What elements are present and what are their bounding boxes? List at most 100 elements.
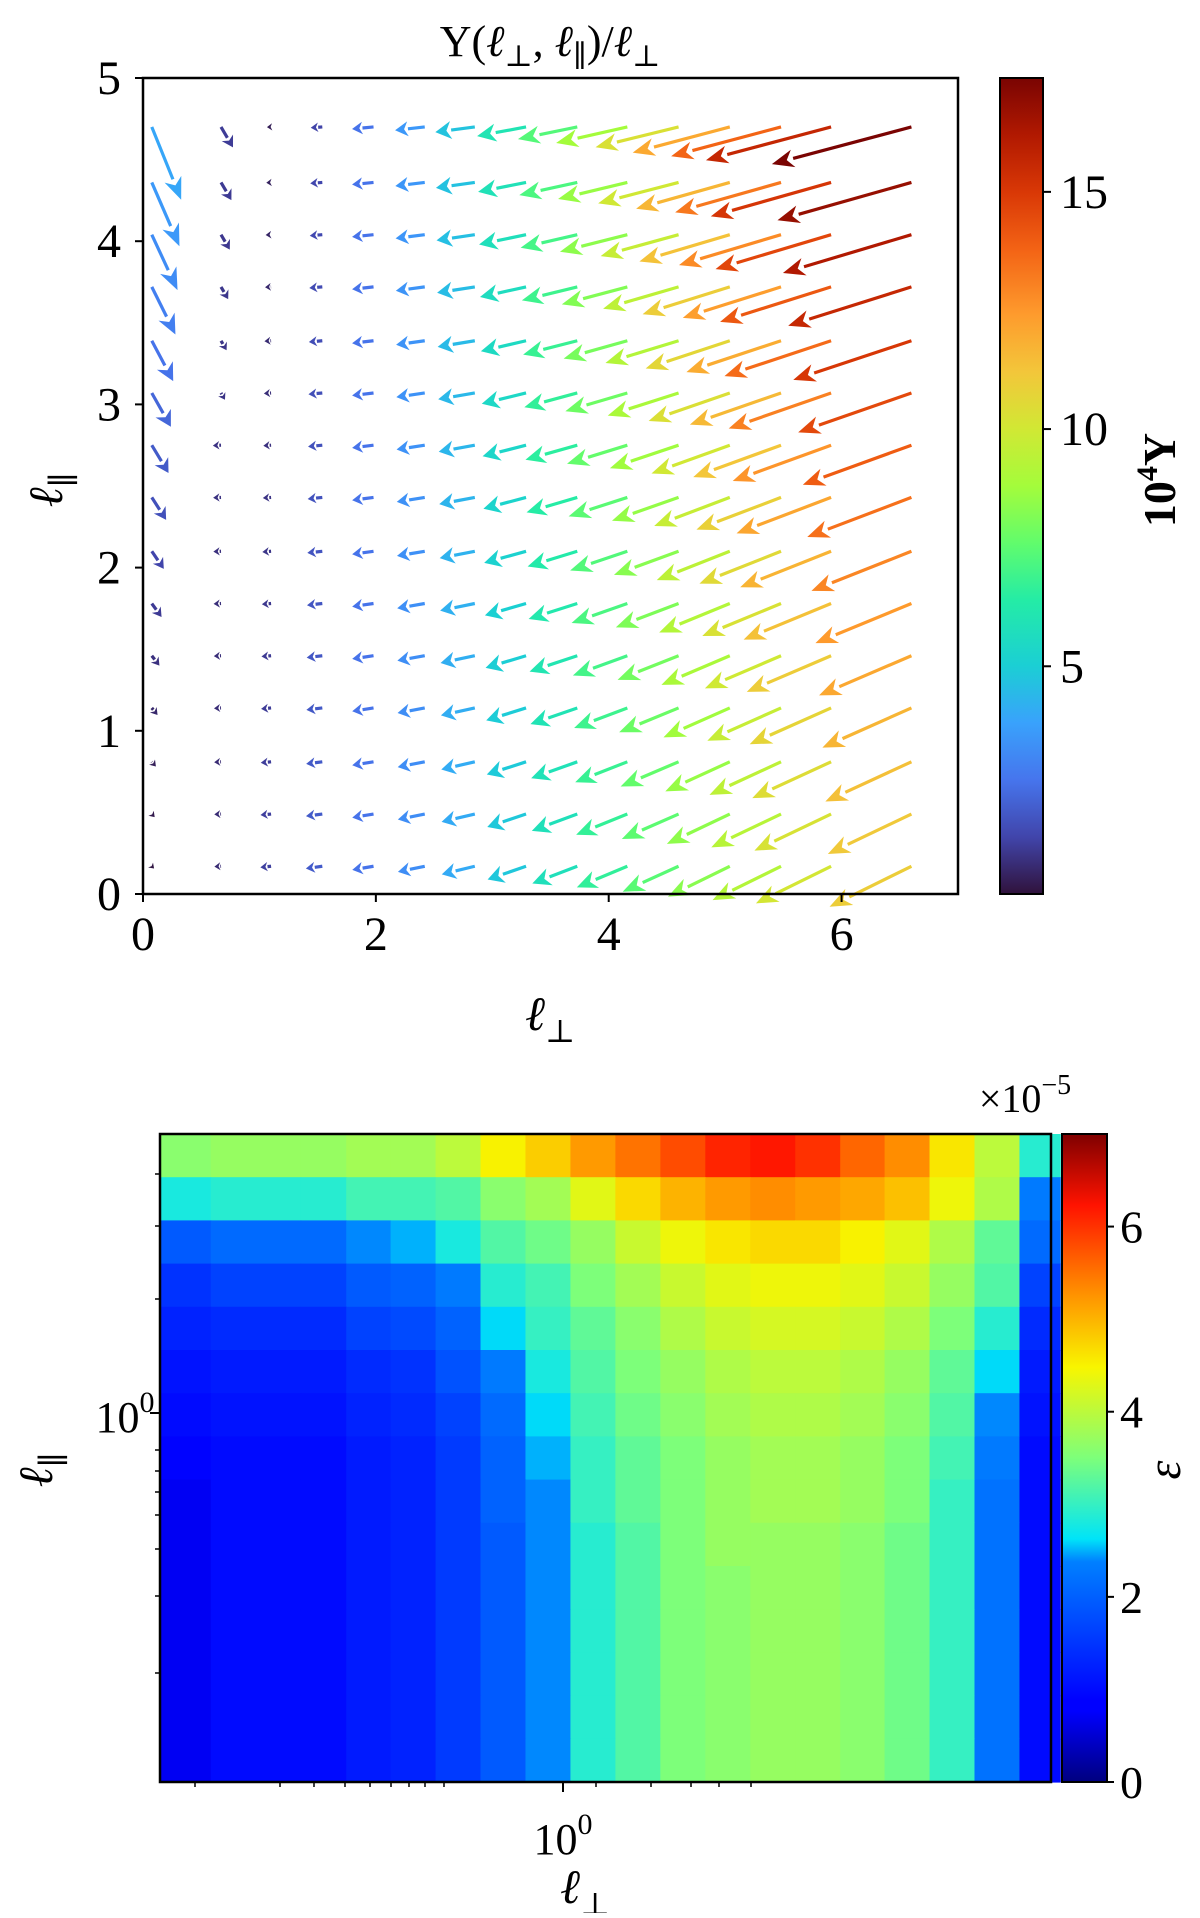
heatmap-cell <box>1019 1480 1060 1524</box>
heatmap-cell <box>1019 1350 1060 1394</box>
heatmap-cell <box>570 1739 616 1783</box>
quiver-arrow <box>309 282 322 292</box>
quiver-arrow <box>574 708 627 729</box>
colorbar-tick-label: 0 <box>1120 1757 1143 1808</box>
quiver-arrow <box>218 392 225 400</box>
heatmap-cell <box>161 1523 211 1567</box>
quiver-arrow <box>532 866 577 885</box>
heatmap-cell <box>301 1177 347 1221</box>
heatmap-cell <box>885 1566 931 1610</box>
heatmap-cell <box>570 1480 616 1524</box>
heatmap-cell <box>1019 1566 1060 1610</box>
heatmap-cell <box>840 1523 885 1567</box>
heatmap-cell <box>570 1393 616 1437</box>
quiver-arrow <box>308 493 323 503</box>
quiver-arrow <box>352 757 373 769</box>
quiver-arrows <box>148 121 911 907</box>
quiver-arrow <box>310 230 323 240</box>
heatmap-cell <box>930 1220 976 1264</box>
heatmap-cell <box>1019 1393 1060 1437</box>
quiver-arrow <box>570 551 627 572</box>
heatmap-cell <box>750 1134 796 1178</box>
heatmap-cell <box>211 1177 302 1221</box>
colorbar-tick-label: 10 <box>1060 403 1108 456</box>
heatmap-cell <box>930 1523 976 1567</box>
quiver-arrow <box>441 758 475 774</box>
heatmap-cell <box>705 1566 751 1610</box>
heatmap-cell <box>660 1480 706 1524</box>
heatmap-cell <box>391 1652 437 1696</box>
heatmap-cell <box>436 1350 482 1394</box>
heatmap-cell <box>795 1523 841 1567</box>
heatmap-cell <box>795 1739 841 1783</box>
heatmap-cell <box>750 1480 796 1524</box>
heatmap-cell <box>1019 1523 1060 1567</box>
heatmap-cell <box>660 1436 706 1480</box>
quiver-arrow <box>803 445 912 485</box>
quiver-arrow <box>478 179 526 197</box>
quiver-arrow <box>308 441 322 451</box>
heatmap-cell <box>161 1350 211 1394</box>
heatmap-cell <box>346 1436 391 1480</box>
quiver-arrow <box>307 599 322 610</box>
heatmap-cell <box>161 1566 211 1610</box>
quiver-arrow <box>352 177 373 189</box>
heatmap-cell <box>1019 1134 1060 1178</box>
quiver-arrow <box>442 811 475 827</box>
heatmap-cell <box>301 1134 347 1178</box>
heatmap-cell <box>930 1436 976 1480</box>
heatmap-cell <box>974 1350 1020 1394</box>
quiver-arrow <box>706 127 831 163</box>
quiver-arrow <box>529 604 578 622</box>
quiver-arrow <box>152 235 178 290</box>
quiver-arrow <box>152 551 164 569</box>
quiver-arrow <box>573 656 627 677</box>
heatmap-cell <box>525 1307 571 1351</box>
quiver-arrow <box>352 282 373 294</box>
heatmap-cell <box>615 1393 661 1437</box>
heatmap-cell <box>346 1696 391 1740</box>
quiver-arrow <box>750 708 831 744</box>
quiver-arrow <box>149 760 156 767</box>
quiver-arrow <box>729 393 831 430</box>
quiver-arrow <box>352 493 373 505</box>
quiver-arrow <box>266 231 272 239</box>
quiver-arrow <box>524 393 577 411</box>
heatmap-cell <box>211 1523 302 1567</box>
heatmap-cell <box>391 1134 437 1178</box>
heatmap-cell <box>570 1566 616 1610</box>
quiver-arrow <box>266 179 272 186</box>
quiver-arrow <box>576 814 627 835</box>
heatmap-cell <box>974 1220 1020 1264</box>
quiver-arrow <box>484 550 526 567</box>
quiver-arrow <box>262 547 271 556</box>
quiver-arrow <box>481 338 526 356</box>
x-tick-label: 4 <box>597 908 621 961</box>
quiver-arrow <box>711 182 831 219</box>
quiver-arrow <box>396 229 425 244</box>
heatmap-cell <box>750 1220 796 1264</box>
y-tick-label: 1 <box>97 705 121 758</box>
quiver-arrow <box>397 599 425 613</box>
quiver-arrow <box>740 551 831 587</box>
quiver-arrow <box>675 182 781 215</box>
quiver-arrow <box>219 341 227 350</box>
heatmap-cell <box>525 1220 571 1264</box>
heatmap-cell <box>301 1523 347 1567</box>
quiver-arrow <box>480 284 526 302</box>
heatmap-cell <box>750 1696 796 1740</box>
heatmap-cell <box>570 1177 616 1221</box>
heatmap-cell <box>885 1739 931 1783</box>
heatmap-cell <box>615 1739 661 1783</box>
quiver-arrow <box>398 810 425 824</box>
quiver-arrow <box>531 762 577 781</box>
quiver-arrow <box>752 762 831 798</box>
heatmap-cell <box>615 1480 661 1524</box>
quiver-arrow <box>396 282 425 297</box>
heatmap-cell <box>1019 1696 1060 1740</box>
quiver-arrow <box>152 287 176 335</box>
heatmap-cell <box>795 1566 841 1610</box>
